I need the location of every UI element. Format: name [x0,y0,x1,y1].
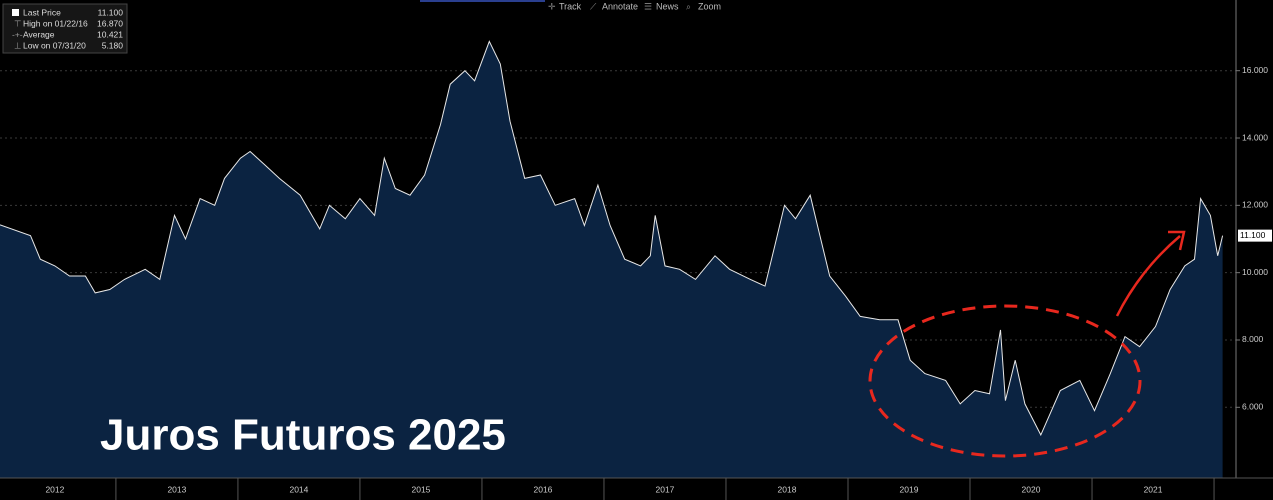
legend-label: Average [23,29,55,39]
legend-label: Low on 07/31/20 [23,40,86,50]
legend-value: 11.100 [98,7,124,17]
legend-value: 10.421 [97,29,123,39]
toolbar-button[interactable]: Annotate [602,1,638,11]
x-tick-label: 2012 [45,484,64,494]
chart-title: Juros Futuros 2025 [100,411,506,460]
area [0,41,1223,479]
y-tick-label: 10.000 [1242,267,1268,277]
x-tick-label: 2017 [656,484,675,494]
toolbar-button[interactable]: Track [559,1,582,11]
x-tick-label: 2020 [1022,484,1041,494]
legend-icon: -+- [12,29,23,39]
price-line [0,40,1224,437]
legend-value: 5.180 [102,40,124,50]
legend-icon: ⊥ [14,40,22,50]
legend-value: 16.870 [97,18,123,28]
highlight-ellipse [868,304,1142,458]
track-icon: ✛ [548,1,556,11]
y-tick-label: 8.000 [1242,334,1264,344]
toolbar: ✛ Track ⟋ Annotate ☰ News ⌕ Zoom [548,1,721,11]
last-price-tag: 11.100 [1240,230,1266,240]
legend-icon: ⊤ [14,18,22,28]
y-tick-label: 6.000 [1242,402,1264,412]
last-price-box [1238,229,1272,242]
x-tick-label: 2015 [411,484,430,494]
legend-box [2,3,128,54]
toolbar-button[interactable]: Zoom [698,1,721,11]
legend-label: High on 01/22/16 [23,18,88,28]
legend-swatch [12,9,19,16]
legend-label: Last Price [23,7,61,17]
arrow-head [1168,230,1186,251]
x-tick-label: 2021 [1144,484,1163,494]
x-tick-label: 2016 [534,484,553,494]
x-tick-label: 2013 [167,484,186,494]
news-icon: ☰ [644,1,652,11]
x-tick-label: 2018 [778,484,797,494]
x-tick-label: 2014 [289,484,308,494]
top-accent [420,0,545,2]
plot [0,40,1236,479]
zoom-icon: ⌕ [686,1,691,11]
y-tick-label: 16.000 [1242,65,1268,75]
trend-arrow [1115,235,1181,317]
y-tick-label: 14.000 [1242,132,1268,142]
toolbar-button[interactable]: News [656,1,679,11]
y-tick-label: 12.000 [1242,200,1268,210]
x-tick-label: 2019 [900,484,919,494]
legend: Last Price 11.100 ⊤ High on 01/22/16 16.… [2,3,128,54]
annotate-icon: ⟋ [590,1,597,11]
